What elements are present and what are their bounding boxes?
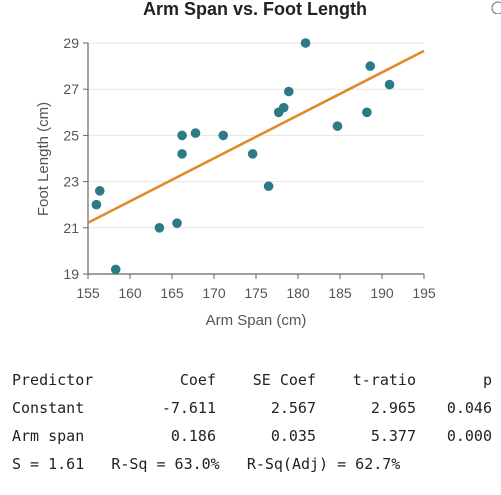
y-tick-label: 29	[63, 35, 79, 51]
x-tick-label: 165	[160, 285, 184, 301]
x-tick-label: 170	[202, 285, 226, 301]
cell-p: 0.046	[446, 399, 492, 417]
table-row: Arm span 0.186 0.035 5.377 0.000	[12, 422, 492, 450]
x-tick-label: 155	[76, 285, 100, 301]
data-point	[154, 223, 165, 233]
y-tick-label: 27	[63, 81, 79, 97]
cell-t-ratio: 5.377	[370, 427, 416, 445]
data-point	[177, 149, 187, 159]
data-point	[110, 264, 121, 275]
data-point	[172, 218, 182, 228]
data-point	[218, 130, 229, 141]
data-point	[278, 102, 289, 113]
circle-icon[interactable]	[490, 0, 501, 14]
header-se-coef: SE Coef	[252, 371, 316, 389]
data-point	[332, 121, 343, 131]
stat-rsq-adj: R-Sq(Adj) = 62.7%	[246, 455, 401, 473]
header-predictor: Predictor	[12, 371, 94, 389]
data-point	[190, 128, 201, 138]
data-point	[177, 130, 187, 141]
chart-title: Arm Span vs. Foot Length	[143, 0, 367, 19]
data-point	[283, 86, 294, 97]
data-points	[91, 38, 395, 275]
y-tick-label: 23	[63, 174, 79, 190]
y-tick-label: 25	[63, 127, 79, 143]
cell-predictor: Arm span	[12, 427, 85, 445]
x-axis-label: Arm Span (cm)	[206, 312, 307, 329]
x-tick-label: 160	[118, 285, 142, 301]
data-point	[263, 181, 274, 192]
data-point	[362, 107, 372, 118]
header-p: p	[482, 371, 492, 389]
header-coef: Coef	[179, 371, 216, 389]
cell-t-ratio: 2.965	[370, 399, 416, 417]
stats-row: S = 1.61 R-Sq = 63.0% R-Sq(Adj) = 62.7%	[12, 450, 492, 478]
data-point	[384, 79, 395, 90]
data-point	[91, 199, 102, 210]
regression-table: Predictor Coef SE Coef t-ratio p Constan…	[12, 366, 492, 478]
cell-se-coef: 0.035	[270, 427, 316, 445]
x-tick-label: 190	[370, 285, 394, 301]
data-point	[247, 149, 258, 159]
cell-coef: -7.611	[161, 399, 216, 417]
axes	[83, 42, 425, 279]
cell-predictor: Constant	[12, 399, 85, 417]
y-tick-labels: 19 21 23 25 27 29	[63, 35, 79, 282]
stat-rsq: R-Sq = 63.0%	[111, 455, 220, 473]
y-tick-label: 19	[63, 266, 79, 282]
data-point	[365, 61, 376, 71]
regression-line-group	[87, 49, 425, 224]
data-point	[300, 38, 311, 48]
regression-line	[87, 49, 425, 224]
cell-se-coef: 2.567	[270, 399, 316, 417]
x-tick-label: 175	[244, 285, 268, 301]
table-header-row: Predictor Coef SE Coef t-ratio p	[12, 366, 492, 394]
x-tick-labels: 155 160 165 170 175 180 185 190 195	[76, 285, 436, 301]
scatter-chart: Arm Span vs. Foot Length 155 160 165 170 175…	[35, 0, 436, 329]
table-row: Constant -7.611 2.567 2.965 0.046	[12, 394, 492, 422]
y-tick-label: 21	[63, 220, 79, 236]
x-tick-label: 180	[286, 285, 310, 301]
stat-s: S = 1.61	[12, 455, 85, 473]
data-point	[94, 186, 105, 196]
cell-p: 0.000	[446, 427, 492, 445]
header-t-ratio: t-ratio	[352, 371, 416, 389]
cell-coef: 0.186	[170, 427, 216, 445]
x-tick-label: 195	[412, 285, 436, 301]
x-tick-label: 185	[328, 285, 352, 301]
y-axis-label: Foot Length (cm)	[35, 102, 52, 216]
